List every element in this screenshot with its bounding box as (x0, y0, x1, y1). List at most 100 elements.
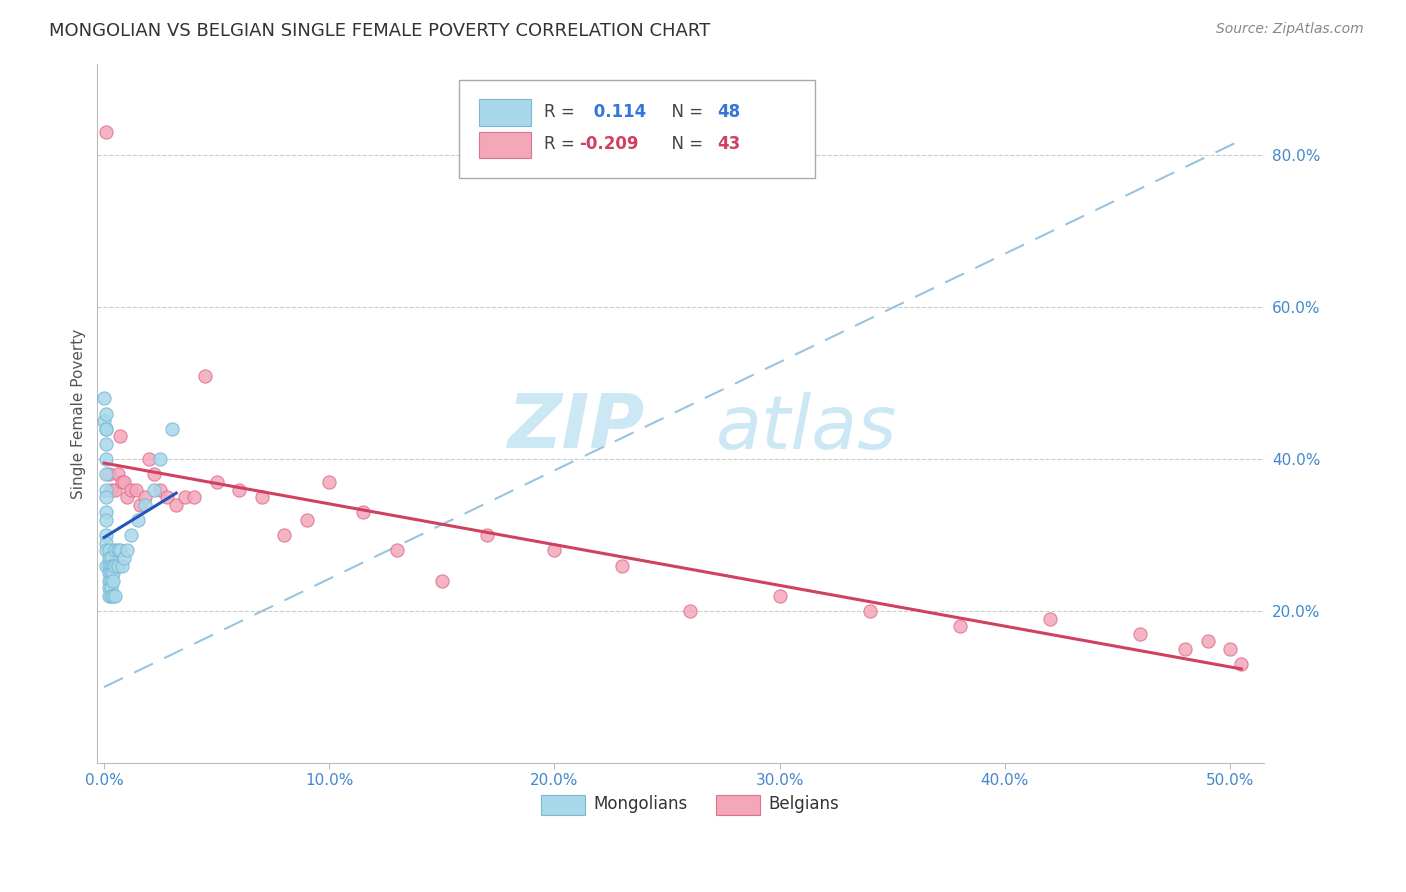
Point (352, 505, 374, 519)
Bar (541, 795, 585, 815)
Point (96, 558, 118, 573)
Point (543, 543, 565, 558)
Text: Mongolians: Mongolians (593, 796, 688, 814)
Point (107, 543, 129, 558)
Point (96, 437, 118, 451)
Point (96, 543, 118, 558)
Point (97, 582, 120, 596)
Point (385, 543, 408, 558)
Bar (479, 132, 531, 159)
Point (120, 483, 142, 497)
Point (610, 558, 633, 573)
Text: MONGOLIAN VS BELGIAN SINGLE FEMALE POVERTY CORRELATION CHART: MONGOLIAN VS BELGIAN SINGLE FEMALE POVER… (49, 22, 710, 40)
Point (96, 505, 118, 519)
Point (1197, 634, 1219, 648)
Point (112, 550, 135, 565)
Point (142, 467, 165, 482)
Point (475, 528, 498, 542)
Point (104, 589, 127, 603)
Point (134, 490, 156, 504)
Point (183, 490, 205, 504)
Point (100, 574, 122, 588)
Point (165, 498, 187, 512)
Point (100, 566, 122, 580)
Point (97, 558, 120, 573)
Text: Belgians: Belgians (768, 796, 839, 814)
Point (97, 550, 120, 565)
Point (96, 452, 118, 467)
Point (205, 475, 228, 489)
Point (96, 535, 118, 549)
Point (100, 483, 122, 497)
Point (101, 566, 124, 580)
Text: 0.114: 0.114 (589, 103, 647, 120)
Point (97, 566, 120, 580)
Point (97, 543, 120, 558)
Point (120, 528, 142, 542)
Point (194, 368, 217, 383)
Point (96, 407, 118, 421)
Point (93, 414, 115, 428)
Point (273, 528, 295, 542)
Text: N =: N = (661, 136, 709, 153)
Point (107, 467, 129, 482)
FancyBboxPatch shape (458, 80, 814, 178)
Point (100, 589, 122, 603)
Point (96, 483, 118, 497)
Point (104, 543, 127, 558)
Point (318, 475, 340, 489)
Point (96, 125, 118, 139)
Point (129, 498, 152, 512)
Point (111, 558, 134, 573)
Bar (479, 99, 531, 126)
Point (93, 392, 115, 406)
Point (96, 490, 118, 504)
Text: 43: 43 (717, 136, 740, 153)
Point (127, 513, 149, 527)
Point (101, 558, 124, 573)
Point (96, 422, 118, 436)
Point (115, 490, 138, 504)
Point (250, 490, 273, 504)
Point (112, 475, 135, 489)
Point (96, 422, 118, 436)
Text: -0.209: -0.209 (579, 136, 638, 153)
Point (134, 498, 156, 512)
Point (104, 558, 127, 573)
Point (142, 483, 165, 497)
Point (149, 452, 172, 467)
Point (96, 528, 118, 542)
Point (100, 582, 122, 596)
Point (108, 543, 131, 558)
Point (295, 513, 318, 527)
Point (107, 558, 129, 573)
Point (949, 619, 972, 633)
Text: ZIP: ZIP (509, 391, 645, 464)
Point (1129, 627, 1152, 641)
Point (156, 490, 179, 504)
Point (100, 550, 122, 565)
Point (228, 483, 250, 497)
Point (1174, 642, 1197, 657)
Point (97, 574, 120, 588)
Point (138, 452, 160, 467)
Text: atlas: atlas (716, 392, 897, 464)
Point (96, 467, 118, 482)
Point (1039, 612, 1062, 626)
Text: N =: N = (661, 103, 709, 120)
Point (769, 589, 792, 603)
Text: Source: ZipAtlas.com: Source: ZipAtlas.com (1216, 22, 1364, 37)
Text: 48: 48 (717, 103, 740, 120)
Bar (716, 795, 759, 815)
Point (174, 490, 197, 504)
Point (124, 483, 146, 497)
Point (108, 429, 131, 443)
Point (149, 483, 172, 497)
Point (430, 574, 453, 588)
Point (111, 475, 134, 489)
Point (100, 558, 122, 573)
Point (115, 543, 138, 558)
Point (97, 589, 120, 603)
Text: R =: R = (544, 103, 581, 120)
Point (160, 422, 183, 436)
